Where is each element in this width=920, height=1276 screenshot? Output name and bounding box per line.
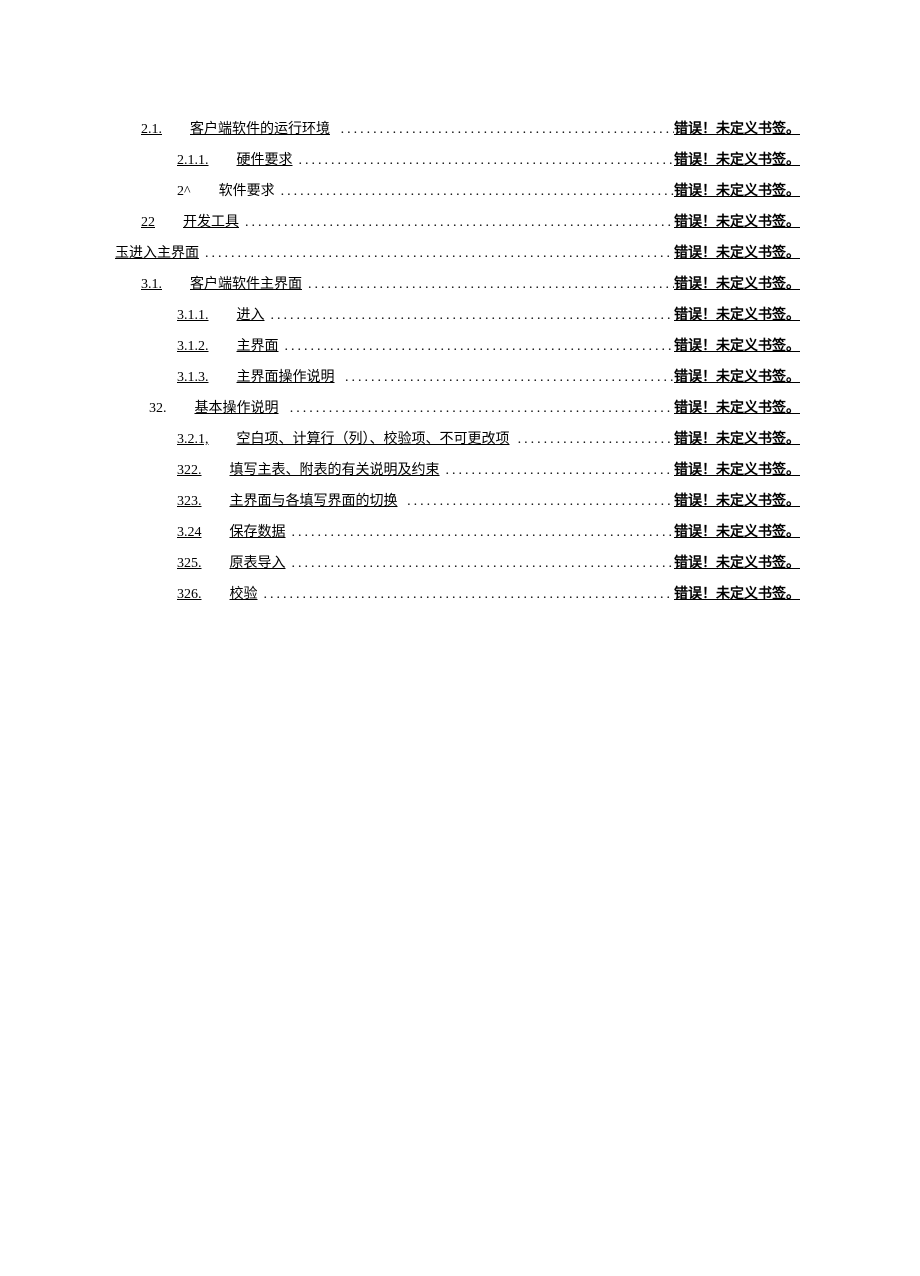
toc-number: 2.1.	[141, 122, 162, 138]
toc-row: 323. 主界面与各填写界面的切换 错误！未定义书签。	[115, 490, 800, 521]
toc-leader	[265, 308, 675, 324]
toc-title: 硬件要求	[237, 149, 293, 169]
toc-error: 错误！未定义书签。	[674, 180, 800, 200]
toc-error: 错误！未定义书签。	[674, 397, 800, 417]
toc-title: 玉进入主界面	[115, 242, 199, 262]
toc-leader	[286, 556, 675, 572]
toc-leader	[284, 401, 674, 417]
toc-title: 保存数据	[230, 521, 286, 541]
toc-title: 客户端软件的运行环境	[190, 118, 330, 138]
toc-number: 32.	[149, 401, 167, 417]
toc-number: 325.	[177, 556, 202, 572]
toc-error: 错误！未定义书签。	[674, 335, 800, 355]
toc-number: 3.2.1,	[177, 432, 209, 448]
toc-leader	[199, 246, 674, 262]
toc-row: 32. 基本操作说明 错误！未定义书签。	[115, 397, 800, 428]
toc-leader	[286, 525, 675, 541]
toc-number: 326.	[177, 587, 202, 603]
toc-title: 客户端软件主界面	[190, 273, 302, 293]
toc-title: 填写主表、附表的有关说明及约束	[230, 459, 440, 479]
toc-row: 326. 校验 错误！未定义书签。	[115, 583, 800, 614]
toc-title: 原表导入	[230, 552, 286, 572]
toc-error: 错误！未定义书签。	[674, 583, 800, 603]
toc-title: 软件要求	[219, 180, 275, 200]
toc-title: 基本操作说明	[195, 397, 279, 417]
toc-error: 错误！未定义书签。	[674, 490, 800, 510]
toc-leader	[275, 184, 674, 200]
toc-row: 2.1. 客户端软件的运行环境 错误！未定义书签。	[115, 118, 800, 149]
toc-leader	[279, 339, 675, 355]
toc-leader	[401, 494, 674, 510]
toc-row: 22 开发工具 错误！未定义书签。	[115, 211, 800, 242]
toc-error: 错误！未定义书签。	[674, 118, 800, 138]
toc-leader	[335, 122, 674, 138]
toc-leader	[440, 463, 675, 479]
toc-row: 322. 填写主表、附表的有关说明及约束 错误！未定义书签。	[115, 459, 800, 490]
toc-row: 3.1.3. 主界面操作说明 错误！未定义书签。	[115, 366, 800, 397]
toc-title: 主界面与各填写界面的切换	[230, 490, 398, 510]
toc-number: 323.	[177, 494, 202, 510]
toc-leader	[258, 587, 675, 603]
toc-row: 3.1. 客户端软件主界面 错误！未定义书签。	[115, 273, 800, 304]
toc-title: 开发工具	[183, 211, 239, 231]
toc-title: 空白项、计算行（列）、校验项、不可更改项	[237, 428, 510, 448]
toc-error: 错误！未定义书签。	[674, 242, 800, 262]
toc-number: 3.24	[177, 525, 202, 541]
toc-number: 2^	[177, 184, 191, 200]
toc-number: 322.	[177, 463, 202, 479]
toc-leader	[339, 370, 674, 386]
toc-number: 3.1.	[141, 277, 162, 293]
toc-error: 错误！未定义书签。	[674, 211, 800, 231]
toc-number: 3.1.2.	[177, 339, 209, 355]
toc-title: 主界面	[237, 335, 279, 355]
table-of-contents: 2.1. 客户端软件的运行环境 错误！未定义书签。 2.1.1. 硬件要求 错误…	[115, 118, 800, 614]
toc-number: 2.1.1.	[177, 153, 209, 169]
toc-title: 主界面操作说明	[237, 366, 335, 386]
toc-error: 错误！未定义书签。	[674, 428, 800, 448]
toc-error: 错误！未定义书签。	[674, 366, 800, 386]
toc-row: 玉进入主界面 错误！未定义书签。	[115, 242, 800, 273]
toc-error: 错误！未定义书签。	[674, 149, 800, 169]
toc-row: 325. 原表导入 错误！未定义书签。	[115, 552, 800, 583]
toc-leader	[512, 432, 674, 448]
toc-row: 3.1.1. 进入 错误！未定义书签。	[115, 304, 800, 335]
toc-row: 2.1.1. 硬件要求 错误！未定义书签。	[115, 149, 800, 180]
toc-error: 错误！未定义书签。	[674, 521, 800, 541]
toc-row: 2^ 软件要求 错误！未定义书签。	[115, 180, 800, 211]
toc-leader	[239, 215, 674, 231]
toc-number: 3.1.1.	[177, 308, 209, 324]
toc-number: 3.1.3.	[177, 370, 209, 386]
toc-error: 错误！未定义书签。	[674, 304, 800, 324]
toc-row: 3.1.2. 主界面 错误！未定义书签。	[115, 335, 800, 366]
toc-leader	[293, 153, 675, 169]
toc-row: 3.2.1, 空白项、计算行（列）、校验项、不可更改项 错误！未定义书签。	[115, 428, 800, 459]
toc-error: 错误！未定义书签。	[674, 459, 800, 479]
toc-error: 错误！未定义书签。	[674, 552, 800, 572]
toc-number: 22	[141, 215, 155, 231]
toc-error: 错误！未定义书签。	[674, 273, 800, 293]
toc-title: 校验	[230, 583, 258, 603]
toc-row: 3.24 保存数据 错误！未定义书签。	[115, 521, 800, 552]
toc-title: 进入	[237, 304, 265, 324]
toc-leader	[302, 277, 674, 293]
